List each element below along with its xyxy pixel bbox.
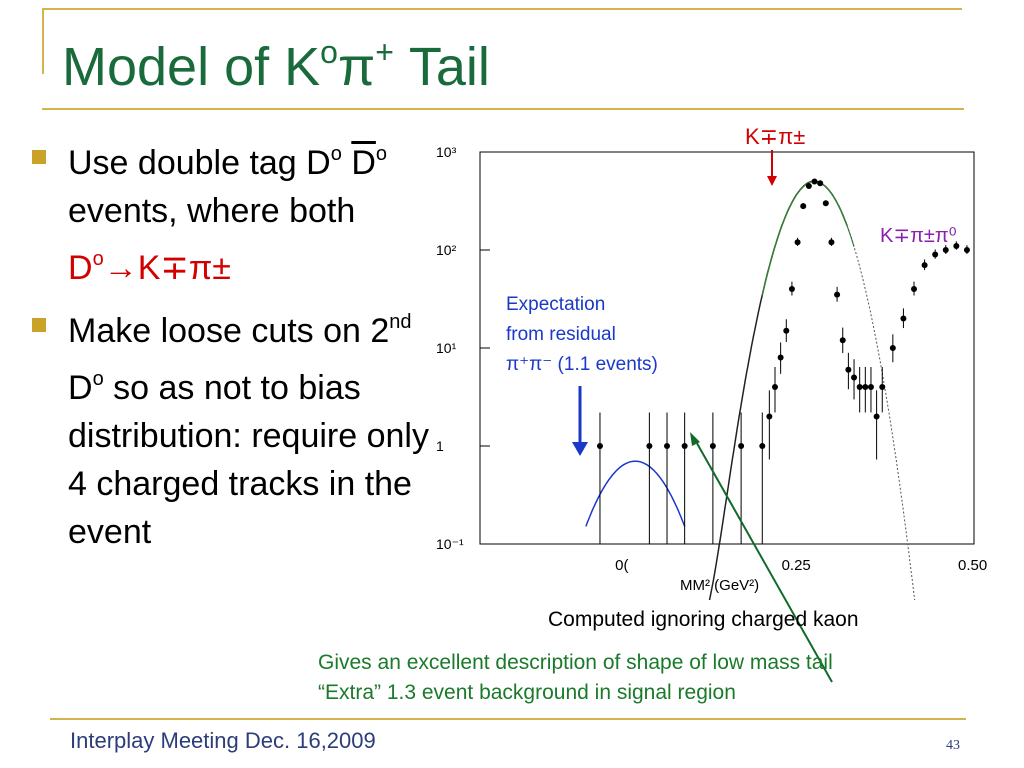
data-point — [800, 203, 807, 210]
footer-meeting: Interplay Meeting Dec. 16,2009 — [70, 728, 376, 753]
y-tick-label: 10³ — [436, 144, 457, 160]
data-point — [822, 200, 829, 207]
title-rule — [42, 108, 964, 110]
bullet-list: Use double tag Do Do events, where both … — [28, 130, 438, 562]
bullet-1-red-tail: →K∓π± — [103, 249, 231, 287]
gives-line2: “Extra” 1.3 event background in signal r… — [318, 681, 736, 704]
title-frame-left — [42, 8, 44, 74]
data-point — [777, 354, 784, 361]
y-tick-label: 10² — [436, 242, 457, 258]
data-point — [851, 374, 858, 381]
mass-plot: 10⁻¹ 1 10¹ 10² 10³ 0( 0.25 0.50 MM² (GeV²) K∓π… — [436, 124, 987, 600]
bullet-1: Use double tag Do Do events, where both … — [28, 130, 438, 292]
expectation-line1: Expectation — [506, 294, 605, 315]
data-point — [771, 383, 778, 390]
data-point — [709, 443, 716, 449]
data-point — [811, 178, 818, 185]
data-point — [783, 327, 790, 334]
bullet-1-red-sup: o — [92, 248, 104, 270]
bullet-2-tail: so as not to bias distribution: require … — [68, 369, 429, 551]
data-point — [873, 413, 880, 420]
computed-caption: Computed ignoring charged kaon — [548, 608, 859, 631]
expectation-curve — [585, 460, 686, 527]
data-point — [889, 345, 896, 351]
data-point — [681, 443, 688, 449]
peak-arrowhead-icon — [767, 176, 777, 186]
data-point — [834, 291, 841, 298]
bullet-2-sup1: nd — [389, 311, 412, 333]
peak-label: K∓π± — [745, 124, 805, 149]
data-point — [766, 413, 773, 420]
bullet-2-text-a: Make loose cuts on 2 — [68, 312, 390, 350]
title-main: Model of K — [62, 37, 321, 97]
title-frame-top — [42, 8, 962, 10]
data-point — [794, 239, 801, 246]
y-tick-label: 10⁻¹ — [436, 536, 464, 552]
data-point — [942, 247, 949, 253]
x-tick-labels: 0( 0.25 0.50 — [615, 557, 987, 574]
data-point — [839, 337, 846, 344]
green-arrowhead-icon — [690, 432, 700, 446]
data-point — [911, 285, 918, 292]
green-callout-arrow — [693, 437, 833, 683]
expectation-arrowhead-icon — [572, 442, 588, 456]
data-point — [828, 239, 835, 246]
data-point — [664, 443, 671, 449]
data-point — [759, 443, 766, 449]
y-tick-label: 1 — [436, 438, 444, 454]
title-sup2: + — [375, 34, 394, 70]
bullet-2-mid: D — [68, 369, 93, 407]
bullet-1-sup2: o — [375, 143, 387, 165]
data-point — [646, 443, 653, 449]
page-number: 43 — [946, 738, 960, 753]
footer-rule — [50, 718, 966, 720]
x-axis-label: MM² (GeV²) — [680, 577, 759, 594]
gives-line1: Gives an excellent description of shape … — [318, 651, 833, 674]
y-tick-label: 10¹ — [436, 340, 457, 356]
y-tick-labels: 10⁻¹ 1 10¹ 10² 10³ — [436, 144, 490, 552]
data-point — [900, 315, 907, 322]
data-point — [879, 383, 886, 390]
bullet-1-red: D — [68, 249, 93, 287]
data-point — [963, 247, 970, 253]
slide-title: Model of Koπ+ Tail — [62, 22, 490, 97]
bullet-marker-icon — [32, 318, 46, 332]
data-point — [788, 285, 795, 292]
bullet-1-sup1: o — [330, 143, 342, 165]
bullet-2-sup2: o — [92, 368, 104, 390]
x-tick-label: 0( — [615, 557, 628, 574]
title-tail: Tail — [393, 37, 490, 97]
x-tick-label: 0.25 — [782, 557, 811, 574]
data-point — [845, 366, 852, 373]
data-point — [867, 383, 874, 390]
data-point — [738, 443, 745, 449]
expectation-line2: from residual — [506, 324, 616, 345]
data-point — [932, 251, 939, 258]
data-point — [856, 383, 863, 390]
bullet-2: Make loose cuts on 2nd Do so as not to b… — [28, 298, 438, 556]
data-point — [596, 443, 603, 449]
second-peak-label: K∓π±π⁰ — [880, 225, 957, 247]
bullet-marker-icon — [32, 150, 46, 164]
data-point — [921, 262, 928, 269]
data-point — [953, 242, 960, 249]
title-pi: π — [337, 37, 376, 97]
tail-extrapolation-curve — [846, 225, 916, 600]
x-tick-label: 0.50 — [958, 557, 987, 574]
data-point — [862, 383, 869, 390]
bullet-1-text-a: Use double tag D — [68, 144, 331, 182]
data-points — [596, 178, 970, 544]
bullet-1-dbar: D — [351, 144, 376, 182]
expectation-line3: π⁺π⁻ (1.1 events) — [506, 354, 658, 375]
data-point — [817, 180, 824, 187]
bullet-1-text-b: events, where both — [68, 192, 356, 230]
title-sup1: o — [320, 34, 338, 70]
data-point — [805, 182, 812, 189]
gives-caption: Gives an excellent description of shape … — [318, 648, 833, 708]
